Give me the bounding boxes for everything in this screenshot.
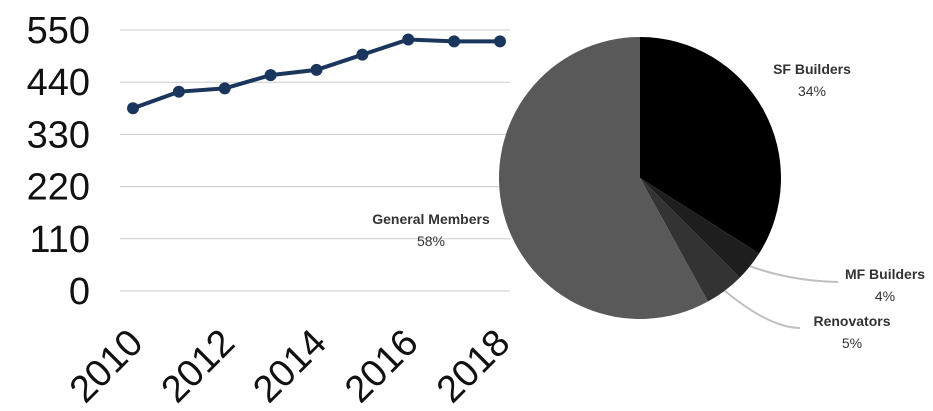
x-tick-label: 2012 (154, 322, 243, 411)
pie-leader-lines (724, 265, 839, 329)
data-point (264, 69, 277, 82)
data-point (402, 33, 415, 46)
pie-chart: SF Builders 34% MF Builders 4% Renovators 5% G… (372, 37, 925, 351)
y-tick-label: 0 (69, 271, 90, 313)
pie-label-name: SF Builders (773, 61, 851, 77)
pie-slice (498, 37, 708, 320)
pie-label-name: MF Builders (845, 266, 925, 282)
data-point (356, 48, 369, 61)
pie-label-name: Renovators (813, 313, 890, 329)
gridlines (120, 29, 510, 292)
x-tick-label: 2018 (429, 322, 518, 411)
pie-label-percent: 4% (875, 288, 895, 304)
x-tick-label: 2014 (245, 322, 334, 411)
leader-line (749, 265, 839, 283)
pie-labels: SF Builders 34% MF Builders 4% Renovators 5% G… (372, 61, 925, 351)
pie-label-percent: 58% (417, 233, 445, 249)
data-point (172, 85, 185, 98)
x-tick-label: 2016 (337, 322, 426, 411)
y-axis-ticks: 0 110 220 330 440 550 (27, 10, 90, 313)
leader-line (724, 289, 801, 329)
pie-slice (640, 178, 760, 278)
pie-slice (640, 37, 781, 254)
data-point (448, 35, 461, 48)
y-tick-label: 330 (27, 114, 90, 156)
y-tick-label: 220 (27, 167, 90, 209)
pie-label-name: General Members (372, 211, 490, 227)
series-points (127, 33, 506, 115)
pie-label-percent: 34% (798, 83, 826, 99)
data-point (218, 82, 231, 95)
y-tick-label: 110 (29, 219, 90, 261)
y-tick-label: 440 (27, 62, 90, 104)
pie-slices (498, 37, 781, 320)
x-axis-ticks: 2010 2012 2014 2016 2018 (62, 322, 518, 411)
data-point (494, 35, 506, 48)
pie-label-percent: 5% (842, 335, 862, 351)
data-point (127, 102, 139, 115)
x-tick-label: 2010 (62, 322, 151, 411)
y-tick-label: 550 (27, 10, 90, 52)
pie-slice (640, 178, 740, 302)
data-point (310, 63, 323, 76)
